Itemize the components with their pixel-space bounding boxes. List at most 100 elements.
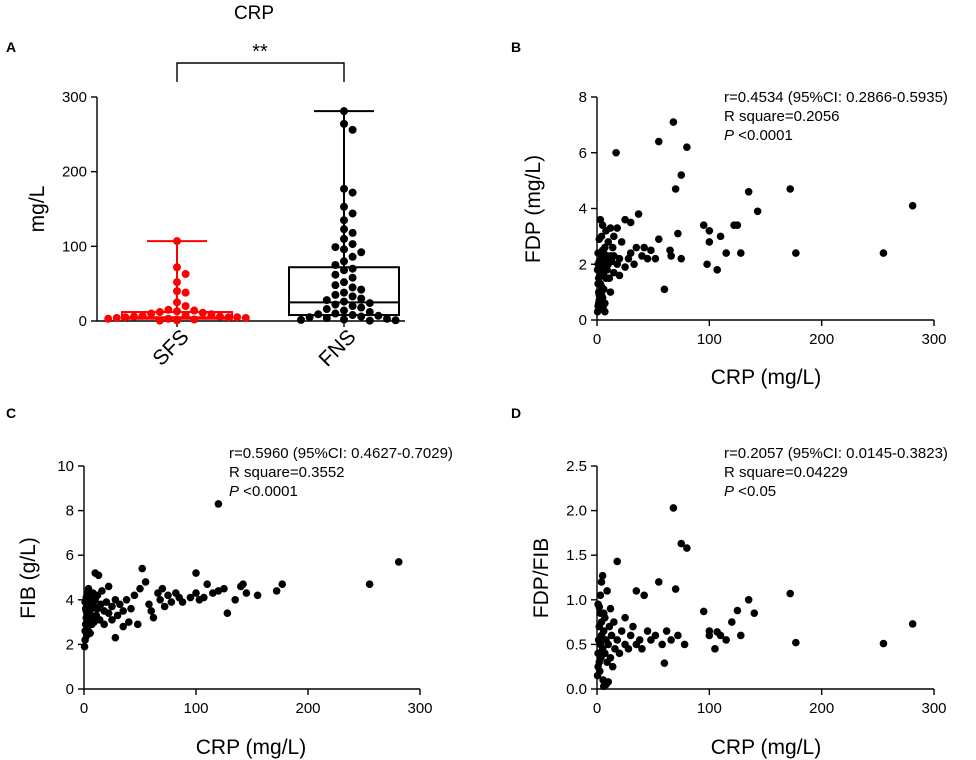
data-point (604, 238, 613, 246)
data-point (604, 678, 613, 686)
data-point-fns (357, 312, 366, 321)
data-point (699, 221, 708, 230)
data-point (736, 249, 745, 257)
data-point (711, 645, 719, 653)
data-point (81, 604, 90, 613)
data-point (716, 631, 725, 640)
data-point (253, 591, 262, 600)
data-point (108, 616, 116, 624)
data-point (617, 238, 626, 246)
category-label-sfs: SFS (148, 325, 193, 370)
data-point (660, 659, 669, 667)
data-point-fns (348, 283, 357, 292)
data-point (879, 639, 888, 648)
panel-c-y-tick-label: 10 (57, 458, 74, 475)
data-point (594, 288, 603, 296)
data-point-sfs (198, 308, 207, 317)
data-point (130, 591, 139, 600)
panel-b-stat-r: r=0.4534 (95%CI: 0.2866-0.5935) (724, 89, 948, 106)
data-point-fns (340, 225, 348, 234)
data-point (660, 285, 669, 294)
data-point (617, 627, 626, 635)
data-point-fns (340, 119, 348, 128)
data-point (716, 232, 725, 241)
data-point (136, 584, 144, 593)
panel-d-letter: D (511, 405, 521, 421)
data-point (606, 288, 615, 296)
data-point (632, 587, 641, 595)
data-point (658, 640, 666, 649)
data-point-fns (331, 261, 340, 269)
data-point (879, 249, 888, 257)
data-point-sfs (241, 314, 250, 323)
data-point (744, 187, 753, 196)
panel-d-p-symbol: P (724, 483, 734, 500)
data-point-sfs (164, 314, 173, 323)
data-point (133, 620, 142, 629)
data-point-fns (331, 243, 340, 252)
data-point (200, 593, 208, 602)
data-point (606, 604, 615, 613)
data-point (705, 227, 714, 235)
data-point (680, 640, 689, 649)
data-point (630, 260, 638, 269)
data-point (786, 185, 795, 193)
panel-c-stat-r: r=0.5960 (95%CI: 0.4627-0.7029) (229, 445, 453, 462)
data-point (677, 254, 686, 263)
panel-d-x-axis-title: CRP (mg/L) (711, 736, 821, 759)
panel-d-stat-p: P <0.05 (724, 483, 776, 500)
data-point (613, 224, 622, 232)
panel-b-scatter: B FDP (mg/L) CRP (mg/L) r=0.4534 (95%CI:… (511, 39, 948, 389)
data-point (160, 602, 169, 611)
data-point (601, 307, 609, 316)
data-point (242, 589, 251, 597)
data-point-fns (340, 257, 348, 266)
panel-c-y-tick-label: 6 (66, 547, 74, 564)
panel-c-y-tick-label: 4 (66, 592, 74, 609)
panel-a-y-axis-title: mg/L (26, 186, 49, 233)
data-point (104, 609, 113, 617)
panel-c-x-tick-label: 300 (407, 700, 432, 717)
data-point (667, 252, 675, 260)
data-point-sfs (181, 269, 190, 278)
data-point (908, 201, 917, 210)
data-point (594, 279, 602, 288)
data-point (595, 603, 604, 611)
panel-b-y-tick-label: 8 (579, 89, 587, 106)
data-point-sfs (173, 263, 181, 272)
data-point (626, 631, 635, 640)
data-point (677, 539, 686, 548)
significance-label: ** (252, 41, 268, 63)
panel-c-points (80, 500, 403, 651)
data-point (733, 606, 742, 615)
data-point-fns (340, 234, 348, 243)
data-point (615, 271, 624, 280)
data-point (84, 584, 93, 593)
panel-b-points (593, 118, 917, 316)
data-point (98, 587, 106, 595)
panel-b-x-axis-title: CRP (mg/L) (711, 366, 821, 389)
panel-d-y-axis-title: FDP/FIB (530, 538, 553, 619)
data-point (223, 609, 232, 617)
data-point (604, 640, 613, 649)
data-point (654, 235, 663, 243)
data-point-fns (340, 184, 348, 193)
data-point-sfs (190, 315, 199, 324)
panel-c-x-tick-label: 100 (183, 700, 208, 717)
panel-c-y-tick-label: 0 (66, 681, 74, 698)
data-point (186, 593, 195, 602)
data-point-sfs (224, 313, 233, 322)
panel-d-p-value: <0.05 (734, 483, 776, 500)
panel-b-stat-p: P <0.0001 (724, 127, 793, 144)
panel-a-y-tick-label: 200 (62, 164, 87, 181)
data-point (149, 613, 158, 622)
data-point (596, 667, 604, 675)
data-point (125, 618, 133, 626)
panel-b-x-tick-label: 0 (593, 331, 601, 348)
data-point-fns (340, 306, 348, 315)
data-point (733, 221, 742, 230)
data-point (677, 171, 686, 179)
panel-b-y-axis-title: FDP (mg/L) (522, 155, 545, 263)
data-point (651, 254, 660, 263)
data-point (102, 598, 111, 606)
